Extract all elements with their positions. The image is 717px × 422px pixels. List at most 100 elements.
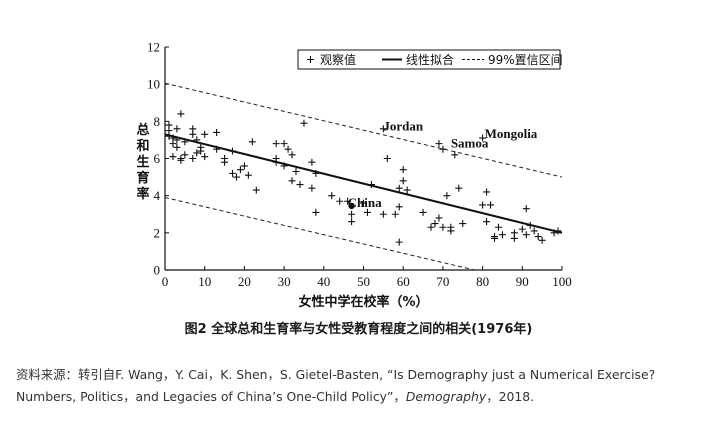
data-point	[284, 145, 292, 153]
y-axis-title-char: 和	[136, 138, 149, 154]
data-point	[248, 138, 256, 146]
data-point	[518, 225, 526, 233]
data-point	[395, 238, 403, 246]
data-point	[447, 227, 455, 235]
data-point	[530, 227, 538, 235]
plot-area: 0 10 20 30 40 50 60 70 80 90 100 0 2 4 6 8 10 12 女性中学在校率（%…	[136, 40, 571, 311]
x-tick-label: 80	[476, 274, 489, 289]
data-point	[193, 136, 201, 144]
data-point	[300, 119, 308, 127]
data-point	[399, 177, 407, 185]
data-point	[427, 223, 435, 231]
x-tick-label: 70	[436, 274, 449, 289]
data-point	[383, 155, 391, 162]
data-point	[435, 214, 443, 222]
data-point	[201, 153, 209, 161]
y-tick-label: 6	[154, 151, 161, 166]
x-tick-label: 50	[357, 274, 370, 289]
data-point	[538, 236, 546, 244]
data-point	[379, 125, 387, 133]
data-point	[189, 130, 197, 138]
data-point	[177, 110, 185, 118]
legend-box	[297, 49, 561, 70]
scatter-chart: 0 10 20 30 40 50 60 70 80 90 100 0 2 4 6 8 10 12 女性中学在校率（%…	[136, 40, 571, 311]
data-point	[252, 186, 260, 194]
legend-label-observed: 观察值	[320, 52, 356, 67]
data-point	[181, 151, 189, 159]
data-point	[296, 181, 304, 189]
x-axis-title: 女性中学在校率（%）	[298, 294, 428, 310]
figure-caption: 图2 全球总和生育率与女性受教育程度之间的相关(1976年)	[184, 322, 533, 337]
data-point	[177, 156, 185, 164]
y-tick-label: 2	[154, 225, 161, 240]
x-tick-label: 20	[238, 274, 251, 289]
x-tick-label: 10	[198, 274, 211, 289]
data-point	[494, 223, 502, 231]
data-point	[403, 186, 411, 194]
data-point	[244, 171, 252, 179]
legend-label-ci: 99%置信区间	[488, 53, 563, 67]
data-point	[344, 197, 352, 205]
data-point	[169, 153, 177, 161]
data-point	[431, 220, 439, 228]
data-point	[236, 166, 244, 174]
data-point	[288, 177, 296, 185]
data-point	[173, 125, 181, 133]
data-point	[439, 223, 447, 231]
data-point	[213, 145, 221, 153]
data-point	[280, 140, 288, 148]
legend-marker-observed	[307, 56, 314, 63]
point-annotation: Mongolia	[485, 126, 538, 141]
source-year: ，2018.	[486, 389, 535, 404]
data-point	[391, 210, 399, 218]
data-point	[228, 169, 236, 177]
data-point	[312, 208, 320, 216]
data-point	[554, 227, 562, 235]
data-point	[395, 184, 403, 192]
data-point	[443, 192, 451, 200]
data-point	[308, 158, 316, 166]
data-point	[221, 158, 229, 166]
data-point	[522, 231, 530, 239]
data-point	[491, 234, 499, 242]
data-point	[272, 140, 280, 148]
data-point	[483, 218, 491, 226]
x-tick-label: 60	[397, 274, 410, 289]
data-point	[228, 147, 236, 155]
data-point	[189, 155, 197, 162]
x-tick-label: 0	[162, 274, 169, 289]
data-point	[348, 218, 356, 226]
source-text: 资料来源：转引自F. Wang，Y. Cai，K. Shen，S. Gietel…	[16, 367, 656, 404]
china-point	[348, 202, 355, 210]
x-tick-label: 40	[317, 274, 330, 289]
data-point	[510, 229, 518, 237]
y-axis-title-char: 育	[136, 170, 149, 186]
data-point	[367, 181, 375, 189]
data-point	[173, 143, 181, 151]
data-point	[479, 201, 487, 209]
data-point	[240, 162, 248, 170]
data-point	[379, 210, 387, 218]
ci-lower-line	[164, 197, 475, 271]
data-point	[363, 208, 371, 216]
data-point	[348, 210, 356, 218]
data-point	[439, 145, 447, 153]
point-annotation: Jordan	[383, 119, 424, 134]
data-point	[173, 136, 181, 144]
data-point	[399, 166, 407, 174]
y-tick-label: 10	[147, 77, 160, 92]
data-point	[451, 151, 459, 159]
y-tick-label: 12	[147, 40, 160, 55]
data-point	[336, 197, 344, 205]
legend-label-fit: 线性拟合	[406, 52, 454, 67]
y-tick-label: 0	[154, 263, 161, 278]
data-point	[169, 134, 177, 142]
y-axis-title-char: 生	[136, 154, 149, 170]
data-point	[312, 169, 320, 177]
data-point	[526, 221, 534, 229]
data-point	[498, 231, 506, 239]
ci-upper-line	[164, 82, 563, 178]
point-annotation: China	[348, 195, 382, 210]
data-point	[483, 188, 491, 196]
data-point	[181, 138, 189, 146]
